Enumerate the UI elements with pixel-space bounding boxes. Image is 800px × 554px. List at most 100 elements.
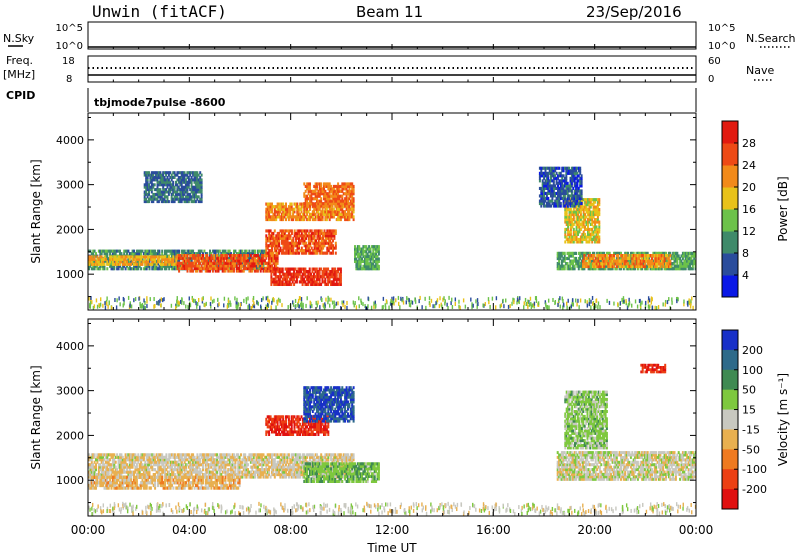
data-cell [148,185,150,189]
ground-scatter-mark [441,304,443,309]
data-cell [153,171,156,175]
data-cell [580,267,583,271]
data-cell [273,261,276,265]
data-cell [338,210,341,214]
data-cell [584,232,587,236]
data-cell [662,256,665,260]
data-cell [175,264,178,268]
data-cell [117,257,120,261]
data-cell [316,231,319,235]
data-cell [628,256,631,260]
data-cell [540,199,543,203]
data-cell [178,254,181,258]
data-cell [278,202,280,206]
data-cell [348,212,351,216]
data-cell [320,241,323,245]
data-cell [565,218,568,222]
data-cell [289,210,292,214]
data-cell [331,194,334,198]
data-cell [89,257,92,261]
data-cell [356,259,359,263]
data-cell [111,257,114,261]
data-cell [595,205,598,209]
data-cell [206,264,209,268]
data-cell [318,212,321,216]
data-cell [316,194,318,198]
data-cell [331,212,334,216]
data-cell [328,204,331,208]
ground-scatter-mark [391,300,394,305]
ground-scatter-mark [104,305,107,310]
data-cell [95,262,97,266]
data-cell [157,262,159,266]
data-cell [680,264,683,268]
data-cell [183,264,186,268]
data-cell [145,190,148,194]
data-cell [372,245,375,249]
data-cell [309,202,311,206]
data-cell [655,262,658,266]
data-cell [651,267,653,271]
data-cell [135,252,138,256]
data-cell [170,192,173,196]
data-cell [318,215,321,219]
data-cell [613,256,615,260]
data-cell [268,259,271,263]
data-cell [194,171,197,175]
data-cell [137,267,140,271]
data-cell [338,272,341,276]
data-cell [176,192,179,196]
data-cell [192,190,195,194]
data-cell [316,241,319,245]
data-cell [670,262,673,266]
data-cell [93,259,96,263]
data-cell [209,252,211,256]
data-cell [327,239,330,243]
data-cell [327,241,330,245]
data-cell [376,254,379,258]
data-cell [283,205,286,209]
data-cell [605,262,608,266]
data-cell [197,252,200,256]
data-cell [276,244,279,248]
data-cell [662,251,665,255]
ground-scatter-mark [613,301,615,306]
data-cell [689,259,691,263]
data-cell [666,259,669,263]
data-cell [663,251,666,255]
data-cell [151,267,154,271]
data-cell [321,202,324,206]
data-cell [133,254,135,258]
ground-scatter-mark [277,299,279,304]
data-cell [646,259,649,263]
data-cell [592,237,595,241]
data-cell [199,183,202,187]
data-cell [593,259,596,263]
data-cell [259,259,262,263]
ground-scatter-mark [636,304,639,309]
data-cell [278,205,280,209]
ground-scatter-mark [346,300,348,305]
ground-scatter-mark [195,301,197,306]
data-cell [315,246,317,250]
data-cell [674,251,677,255]
data-cell [278,280,281,284]
data-cell [150,195,153,199]
data-cell [547,202,550,206]
data-cell [373,264,376,268]
data-cell [301,217,304,222]
data-cell [300,202,303,206]
data-cell [560,262,563,266]
ground-scatter-mark [183,301,185,306]
data-cell [572,262,575,266]
data-cell [582,264,584,269]
data-cell [335,275,338,279]
data-cell [309,234,312,238]
data-cell [106,262,109,266]
data-cell [538,174,541,178]
data-cell [580,254,583,258]
data-cell [574,213,577,217]
data-cell [128,267,131,271]
ground-scatter-mark [245,297,247,302]
data-cell [161,249,164,253]
